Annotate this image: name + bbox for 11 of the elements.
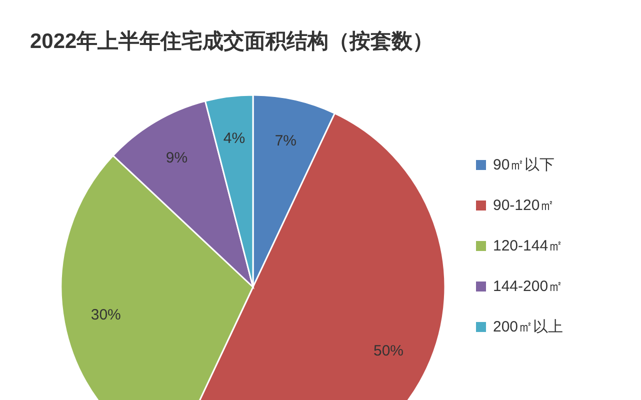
data-label: 4%: [223, 130, 246, 147]
data-label: 50%: [373, 342, 404, 360]
legend-label: 200㎡以上: [493, 318, 564, 336]
chart-title: 2022年上半年住宅成交面积结构（按套数）: [30, 29, 434, 53]
legend-label: 144-200㎡: [493, 278, 564, 295]
data-label: 7%: [274, 132, 297, 150]
legend-label: 90㎡以下: [493, 156, 555, 174]
data-label: 9%: [166, 150, 188, 167]
data-label: 30%: [90, 306, 121, 324]
legend-label: 120-144㎡: [493, 238, 564, 254]
legend-label: 90-120㎡: [493, 197, 555, 214]
